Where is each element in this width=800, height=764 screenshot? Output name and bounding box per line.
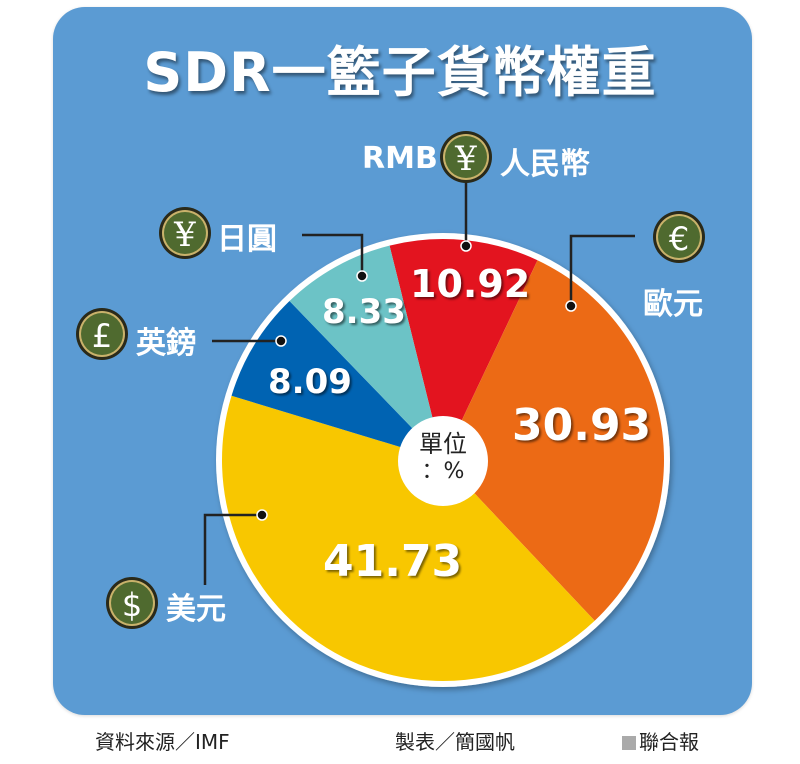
coin-rmb-icon: ¥ <box>440 131 492 183</box>
value-gbp: 8.09 <box>268 362 352 402</box>
chart-title: SDR一籃子貨幣權重 <box>143 41 657 104</box>
svg-text:€: € <box>669 220 689 258</box>
leader-dots <box>256 240 577 521</box>
coin-gbp-icon: £ <box>76 308 128 360</box>
value-eur: 30.93 <box>512 400 652 451</box>
svg-text:$: $ <box>122 586 142 624</box>
pie-slice-rmb <box>389 239 538 460</box>
footer-source: 資料來源／IMF <box>95 730 230 754</box>
coin-usd-icon: $ <box>106 577 158 629</box>
coin-jpy-icon: ¥ <box>159 207 211 259</box>
label-rmb-prefix: RMB <box>362 141 438 176</box>
pie-slice-eur <box>443 260 664 621</box>
label-rmb: 人民幣 <box>500 147 590 182</box>
leader-lines <box>203 182 635 585</box>
svg-text:¥: ¥ <box>173 215 196 255</box>
footer-publisher: 聯合報 <box>622 726 699 755</box>
value-rmb: 10.92 <box>410 262 531 306</box>
label-eur: 歐元 <box>643 287 703 322</box>
leader-jpy <box>302 233 364 276</box>
value-usd: 41.73 <box>323 536 463 587</box>
svg-text:£: £ <box>92 317 112 355</box>
unit-value: ：% <box>421 459 465 484</box>
unit-badge: 單位 ：% <box>398 416 488 506</box>
pie-slice-jpy <box>289 245 443 460</box>
publisher-square-icon <box>622 736 636 750</box>
footer-maker: 製表／簡國帆 <box>395 730 515 754</box>
leader-usd <box>203 513 262 585</box>
publisher-name: 聯合報 <box>639 730 699 754</box>
coin-eur-icon: € <box>653 211 705 263</box>
label-jpy: 日圓 <box>217 222 277 257</box>
label-gbp: 英鎊 <box>136 326 196 361</box>
leader-eur <box>569 234 635 306</box>
unit-label: 單位 <box>419 430 467 458</box>
value-jpy: 8.33 <box>322 292 406 332</box>
svg-text:¥: ¥ <box>454 139 477 179</box>
label-usd: 美元 <box>166 592 226 627</box>
pie-slice-usd <box>221 395 595 681</box>
pie-slices <box>221 239 664 681</box>
